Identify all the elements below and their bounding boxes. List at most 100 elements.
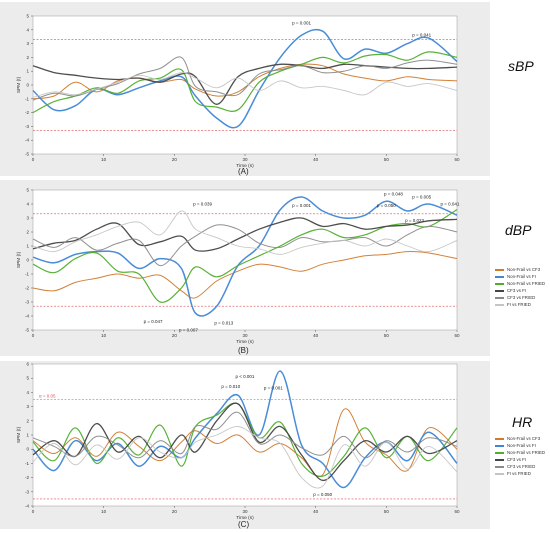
legend-swatch xyxy=(495,458,504,461)
panel-2-pvalue-annotation: p = 0.050 xyxy=(377,203,396,208)
legend-dbp: Non-Frail vs CF3 Non-Frail vs FI Non-Frail… xyxy=(495,266,545,308)
title-hr: HR xyxy=(512,414,533,430)
panel-2-pvalue-annotation: p = 0.048 xyxy=(384,192,403,197)
legend-item: Non-Frail vs FI xyxy=(495,442,545,449)
panel-1-ytick-label: 4 xyxy=(26,27,29,32)
panel-1-pvalue-annotation: p = 0.001 xyxy=(292,20,311,25)
panel-3-ytick-label: 3 xyxy=(26,404,29,409)
legend-label: Non-Frail vs FRIED xyxy=(507,450,546,455)
panel-2-pvalue-annotation: p = 0.013 xyxy=(214,320,233,325)
panel-2-ytick-label: -2 xyxy=(25,286,29,291)
panel-2-ytick-label: 4 xyxy=(26,202,29,207)
panel-2-xlabel: Time (s) xyxy=(236,339,254,345)
panel-2-pvalue-annotation: p = 0.041 xyxy=(440,201,459,206)
legend-item: CF3 vs FI xyxy=(495,287,545,294)
panel-2-xtick-label: 30 xyxy=(242,333,248,338)
legend-swatch xyxy=(495,282,504,285)
panel-2-xtick-label: 50 xyxy=(384,333,390,338)
panel-2-series-1-line xyxy=(32,251,458,299)
panel-2-ytick-label: -3 xyxy=(25,300,29,305)
panel-1-ytick-label: -1 xyxy=(25,96,29,101)
panel-1-xtick-label: 0 xyxy=(32,157,35,162)
caption-c: (C) xyxy=(238,520,250,529)
panel-3-xtick-label: 0 xyxy=(32,509,35,514)
panel-1-ytick-label: 0 xyxy=(26,83,29,88)
panel-3-pvalue-annotation: p = 0.050 xyxy=(313,492,332,497)
panel-1-pvalue-annotation: p = 0.041 xyxy=(412,33,431,38)
panel-2-ytick-label: -5 xyxy=(25,328,29,333)
legend-swatch xyxy=(495,275,504,278)
panel-3-series-4-line xyxy=(32,402,458,482)
panel-1-xtick-label: 10 xyxy=(101,157,107,162)
legend-label: CF3 vs FI xyxy=(507,288,527,293)
panel-1-ytick-label: -2 xyxy=(25,110,29,115)
legend-label: Non-Frail vs CF3 xyxy=(507,267,541,272)
panel-3-series-5-line xyxy=(32,411,458,459)
legend-swatch xyxy=(495,268,504,271)
legend-label: CF3 vs FRIED xyxy=(507,295,536,300)
panel-2-ytick-label: 5 xyxy=(26,188,29,193)
panel-2-plot-area xyxy=(32,189,458,331)
legend-swatch xyxy=(495,437,504,440)
legend-swatch xyxy=(495,444,504,447)
panel-1-ylabel: SPM {t} xyxy=(16,76,22,93)
legend-label: Non-Frail vs FRIED xyxy=(507,281,546,286)
legend-swatch xyxy=(495,451,504,454)
panel-1-series-4-line xyxy=(32,63,458,105)
panel-3-xtick-label: 60 xyxy=(454,509,460,514)
panel-3-pvalue-annotation: p < 0.001 xyxy=(236,374,255,379)
caption-b: (B) xyxy=(238,346,249,355)
panel-3-xlabel: Time (s) xyxy=(236,515,254,521)
panel-1-ytick-label: 2 xyxy=(26,55,29,60)
panel-2-ytick-label: 1 xyxy=(26,244,29,249)
panel-1-xtick-label: 20 xyxy=(172,157,178,162)
panel-3-ylabel: SPM {t} xyxy=(16,426,22,443)
panel-2-xtick-label: 10 xyxy=(101,333,107,338)
panel-1-ytick-label: 1 xyxy=(26,69,29,74)
panel-3-ytick-label: 2 xyxy=(26,418,29,423)
panel-2-xtick-label: 0 xyxy=(32,333,35,338)
legend-swatch xyxy=(495,303,504,306)
panel-2-series-5-line xyxy=(32,224,458,267)
panel-1-xtick-label: 50 xyxy=(384,157,390,162)
panel-3-ytick-label: -4 xyxy=(25,504,29,509)
panel-3-xtick-label: 20 xyxy=(172,509,178,514)
panel-3-pvalue-annotation: p = 0.010 xyxy=(221,384,240,389)
panel-2-pvalue-annotation: p = 0.001 xyxy=(292,203,311,208)
panel-3-xtick-label: 10 xyxy=(101,509,107,514)
panel-2-pvalue-annotation: p = 0.047 xyxy=(144,319,163,324)
panel-3-xtick-label: 50 xyxy=(384,509,390,514)
panel-3-ytick-label: 6 xyxy=(26,362,29,367)
legend-swatch xyxy=(495,472,504,475)
panel-2-ytick-label: -1 xyxy=(25,272,29,277)
legend-label: CF3 vs FI xyxy=(507,457,527,462)
panel-3-ytick-label: 0 xyxy=(26,447,29,452)
legend-item: Non-Frail vs FI xyxy=(495,273,545,280)
panel-2-pvalue-annotation: p = 0.005 xyxy=(412,194,431,199)
panel-1-ytick-label: 3 xyxy=(26,41,29,46)
panel-3-ytick-label: -3 xyxy=(25,489,29,494)
panel-3-xtick-label: 40 xyxy=(313,509,319,514)
legend-item: Non-Frail vs FRIED xyxy=(495,449,545,456)
legend-label: CF3 vs FRIED xyxy=(507,464,536,469)
legend-label: Non-Frail vs CF3 xyxy=(507,436,541,441)
caption-a: (A) xyxy=(238,167,249,176)
panel-1-xtick-label: 40 xyxy=(313,157,319,162)
panel-3-series-6-line xyxy=(32,426,458,489)
panel-2-ytick-label: -4 xyxy=(25,314,29,319)
panel-3-series-2-line xyxy=(32,370,458,489)
legend-item: Non-Frail vs CF3 xyxy=(495,266,545,273)
title-dbp: dBP xyxy=(505,222,532,238)
panel-2-series-4-line xyxy=(32,217,458,252)
legend-hr: Non-Frail vs CF3 Non-Frail vs FI Non-Frail… xyxy=(495,435,545,477)
panel-1-series-6-line xyxy=(32,72,458,98)
legend-item: Non-Frail vs CF3 xyxy=(495,435,545,442)
panel-3-ytick-label: 1 xyxy=(26,433,29,438)
panel-2-xtick-label: 60 xyxy=(454,333,460,338)
legend-item: CF3 vs FRIED xyxy=(495,463,545,470)
panel-1-ytick-label: -3 xyxy=(25,124,29,129)
panel-2-series-6-line xyxy=(32,210,458,255)
panel-3-ytick-label: -2 xyxy=(25,475,29,480)
panel-1-xtick-label: 30 xyxy=(242,157,248,162)
